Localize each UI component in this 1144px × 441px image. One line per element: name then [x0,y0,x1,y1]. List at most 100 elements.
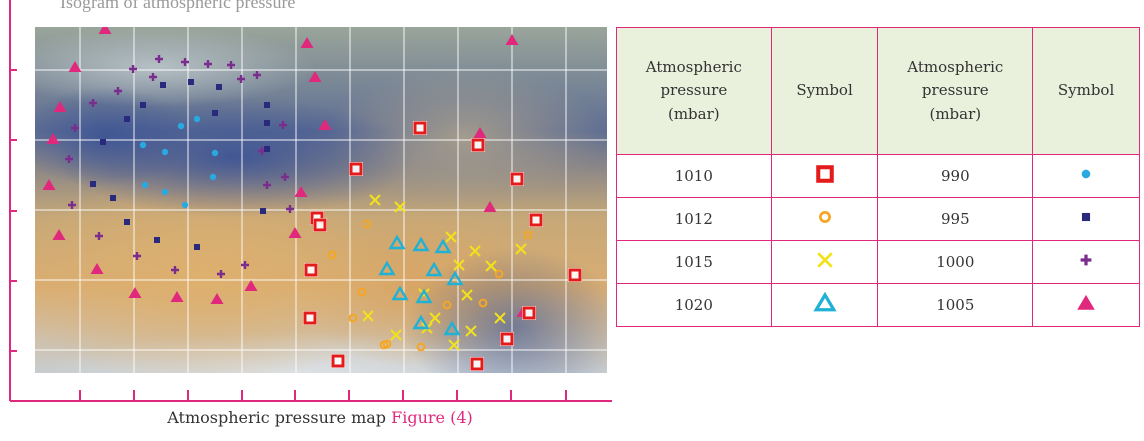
pressure-legend-table: Atmospheric pressure (mbar) Symbol Atmos… [616,27,1140,327]
table-row: 1020 1005 [616,283,1140,327]
purple-plus-icon [1073,249,1099,275]
header-line: Atmospheric [907,58,1004,77]
navy-square-icon [1073,206,1099,232]
red-square-marker [471,138,485,152]
cyan-triangle-marker [443,320,461,336]
header-symbol-left: Symbol [770,27,879,155]
cyan-triangle-marker [388,234,406,250]
purple-plus-marker [204,60,212,68]
purple-plus-marker [279,121,287,129]
purple-plus-marker [155,55,163,63]
magenta-triangle-marker [68,61,82,72]
orange-circle-marker [494,269,504,279]
purple-plus-marker [68,201,76,209]
map-caption-text: Atmospheric pressure map [167,408,387,427]
red-square-marker [470,357,484,371]
map-overlay [35,27,607,373]
symbol-cell [770,283,879,327]
magenta-triangle-marker [210,293,224,304]
navy-square-marker [124,219,130,225]
purple-plus-marker [133,252,141,260]
table-row: 1010 990 [616,154,1140,198]
symbol-cell [770,197,879,241]
red-square-marker [413,121,427,135]
purple-plus-marker [71,124,79,132]
magenta-triangle-marker [98,27,112,34]
yellow-cross-marker [390,329,402,341]
red-square-marker [349,162,363,176]
navy-square-marker [90,181,96,187]
navy-square-marker [160,82,166,88]
cyan-dot-marker [209,173,217,181]
pressure-value: 1012 [616,197,772,241]
navy-square-marker [264,146,270,152]
magenta-triangle-marker [294,186,308,197]
yellow-cross-marker [448,339,460,351]
red-square-marker [500,332,514,346]
cyan-triangle-marker [391,285,409,301]
orange-circle-marker [523,230,533,240]
red-square-marker [568,268,582,282]
yellow-cross-marker [469,245,481,257]
magenta-triangle-marker [473,127,487,138]
navy-square-marker [264,120,270,126]
purple-plus-marker [217,270,225,278]
magenta-triangle-marker [128,287,142,298]
purple-plus-marker [237,75,245,83]
purple-plus-marker [95,232,103,240]
yellow-cross-marker [494,312,506,324]
cyan-triangle-marker [446,270,464,286]
map-caption: Atmospheric pressure map Figure (4) [0,408,640,427]
red-square-marker [522,306,536,320]
navy-square-marker [264,102,270,108]
header-line: (mbar) [929,104,982,123]
pressure-value: 1020 [616,283,772,327]
purple-plus-marker [263,181,271,189]
yellow-cross-marker [429,312,441,324]
orange-circle-marker [478,298,488,308]
navy-square-marker [140,102,146,108]
header-line: pressure [921,81,989,100]
orange-circle-marker [357,287,367,297]
cut-off-heading: Isogram of atmospheric pressure [60,0,296,12]
orange-circle-marker [442,300,452,310]
red-square-marker [313,218,327,232]
orange-circle-marker [416,342,426,352]
cyan-dot-marker [161,188,169,196]
magenta-triangle-icon [1073,292,1099,318]
cyan-dot-icon [1073,163,1099,189]
symbol-cell [1032,197,1140,241]
yellow-cross-icon [812,249,838,275]
purple-plus-marker [149,73,157,81]
magenta-triangle-marker [46,133,60,144]
yellow-cross-marker [362,310,374,322]
magenta-triangle-marker [244,280,258,291]
pressure-value: 1005 [877,283,1034,327]
header-line: Symbol [796,81,853,100]
header-pressure-left: Atmospheric pressure (mbar) [616,27,772,155]
yellow-cross-marker [485,260,497,272]
navy-square-marker [110,195,116,201]
magenta-triangle-marker [90,263,104,274]
navy-square-marker [124,116,130,122]
red-square-marker [510,172,524,186]
cyan-dot-marker [193,115,201,123]
symbol-cell [770,154,879,198]
header-line: (mbar) [667,104,720,123]
navy-square-marker [212,110,218,116]
yellow-cross-marker [394,201,406,213]
purple-plus-marker [129,65,137,73]
magenta-triangle-marker [288,227,302,238]
symbol-cell [1032,154,1140,198]
red-square-marker [304,263,318,277]
purple-plus-marker [227,61,235,69]
yellow-cross-marker [461,289,473,301]
cyan-triangle-marker [425,261,443,277]
orange-circle-marker [348,313,358,323]
navy-square-marker [154,237,160,243]
symbol-cell [770,240,879,284]
navy-square-marker [216,84,222,90]
purple-plus-marker [114,87,122,95]
purple-plus-marker [171,266,179,274]
symbol-cell [1032,240,1140,284]
